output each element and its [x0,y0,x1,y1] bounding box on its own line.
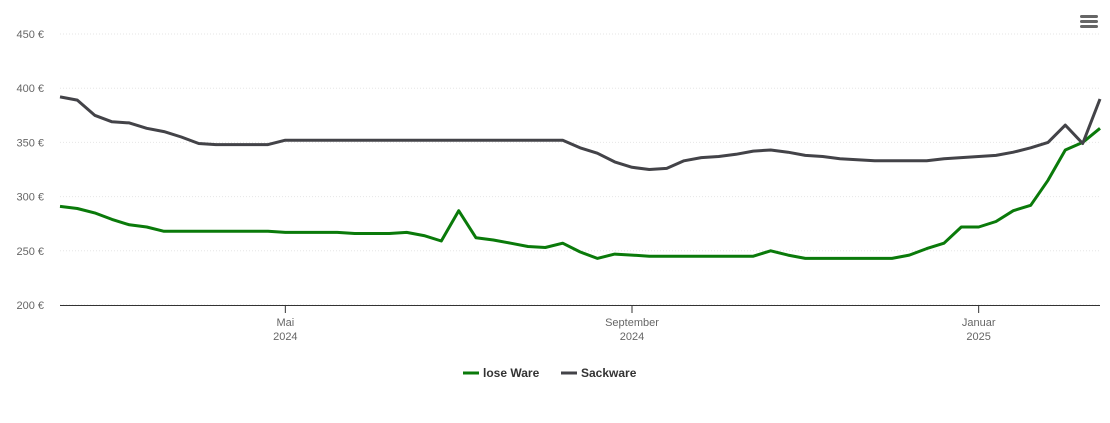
series-line [59,95,1102,171]
menu-icon[interactable] [1080,15,1098,28]
y-tick-label: 300 € [16,192,44,204]
menu-bar [1080,20,1098,23]
y-tick-label: 350 € [16,137,44,149]
menu-bar [1080,15,1098,18]
y-tick-label: 200 € [16,300,44,312]
y-tick-label: 450 € [16,29,44,41]
legend-item[interactable]: lose Ware [463,366,540,380]
legend-label: Sackware [581,366,637,380]
x-tick-label: Mai 2024 [273,317,297,343]
x-tick-label: Januar 2025 [962,317,996,343]
legend-item[interactable]: Sackware [561,366,637,380]
legend-label: lose Ware [483,366,540,380]
menu-bar [1080,25,1098,28]
series-line [59,127,1101,260]
y-tick-label: 250 € [16,246,44,258]
y-tick-label: 400 € [16,83,44,95]
x-tick-label: September 2024 [605,317,659,343]
